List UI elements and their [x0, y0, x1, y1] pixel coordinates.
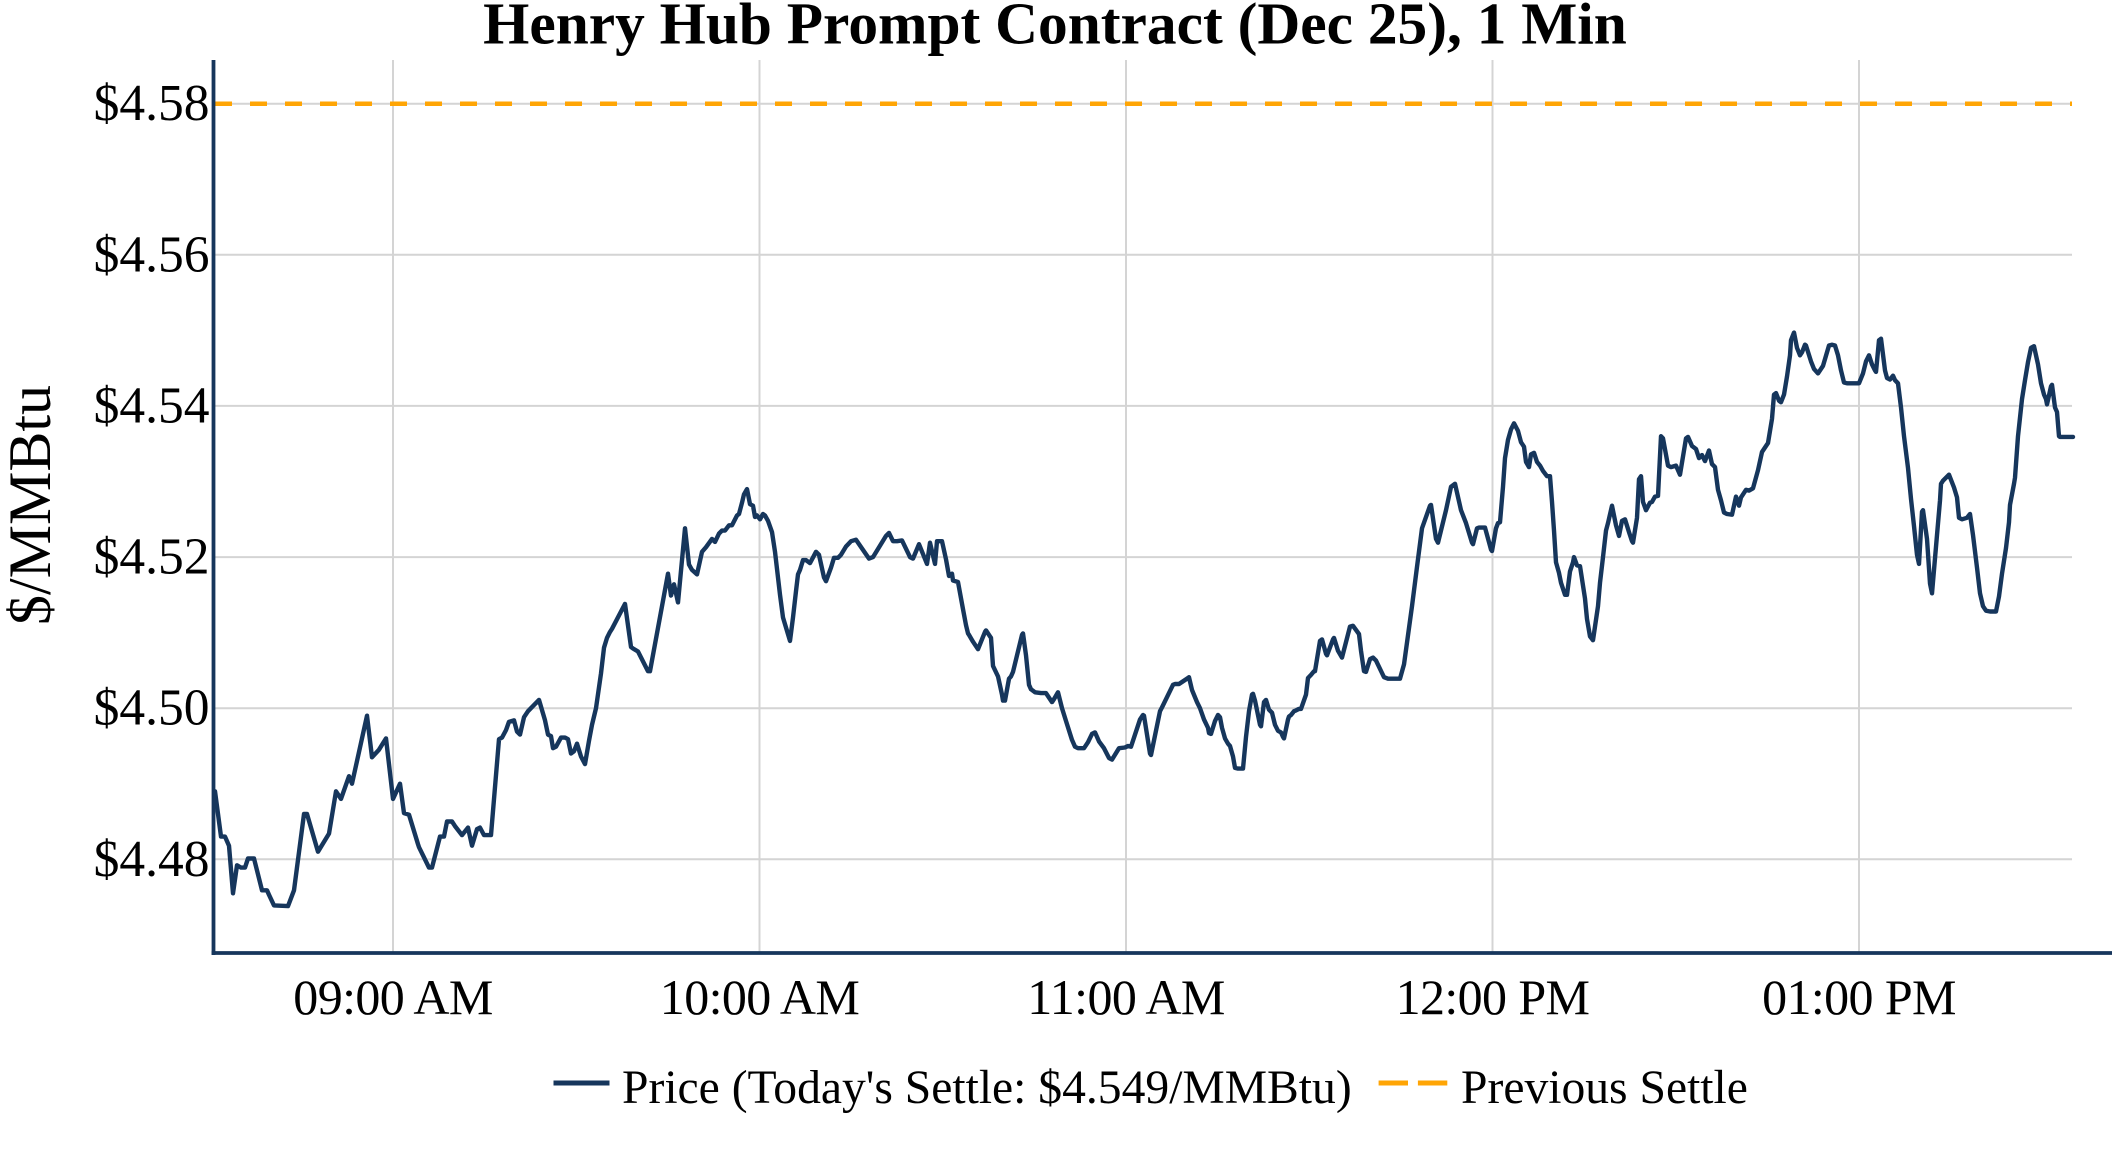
svg-text:Price (Today's Settle: $4.549/: Price (Today's Settle: $4.549/MMBtu)	[622, 1062, 1352, 1114]
svg-text:$4.54: $4.54	[94, 377, 210, 434]
svg-text:01:00 PM: 01:00 PM	[1762, 969, 1956, 1025]
svg-text:$/MMBtu: $/MMBtu	[0, 385, 63, 625]
svg-text:$4.52: $4.52	[94, 529, 210, 586]
svg-text:Previous Settle: Previous Settle	[1461, 1062, 1748, 1114]
svg-text:Henry Hub Prompt Contract (Dec: Henry Hub Prompt Contract (Dec 25), 1 Mi…	[483, 0, 1627, 57]
svg-text:10:00 AM: 10:00 AM	[660, 969, 859, 1025]
svg-text:$4.50: $4.50	[94, 680, 210, 737]
svg-text:$4.56: $4.56	[94, 226, 210, 283]
svg-text:$4.58: $4.58	[94, 75, 210, 132]
svg-text:$4.48: $4.48	[94, 831, 210, 888]
svg-text:09:00 AM: 09:00 AM	[293, 969, 492, 1025]
svg-text:12:00 PM: 12:00 PM	[1396, 969, 1590, 1025]
svg-text:11:00 AM: 11:00 AM	[1027, 969, 1225, 1025]
